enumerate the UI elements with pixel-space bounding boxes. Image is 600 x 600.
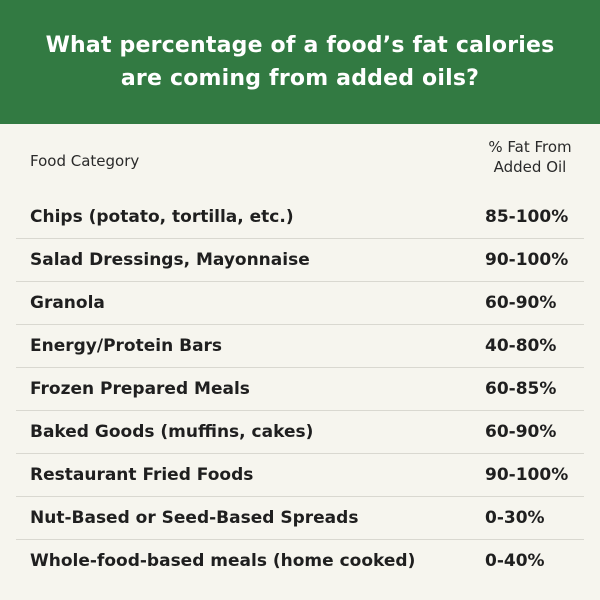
food-category-cell: Nut-Based or Seed-Based Spreads bbox=[30, 508, 359, 528]
food-category-cell: Chips (potato, tortilla, etc.) bbox=[30, 207, 294, 227]
fat-percentage-cell: 90-100% bbox=[485, 465, 569, 485]
table-row: Granola 60-90% bbox=[16, 282, 584, 325]
fat-percentage-cell: 60-90% bbox=[485, 293, 557, 313]
column-header-pct: % Fat From Added Oil bbox=[488, 138, 572, 176]
table-row: Baked Goods (muffins, cakes) 60-90% bbox=[16, 411, 584, 454]
table-body: Chips (potato, tortilla, etc.) 85-100% S… bbox=[16, 196, 584, 583]
food-category-cell: Frozen Prepared Meals bbox=[30, 379, 250, 399]
fat-percentage-cell: 90-100% bbox=[485, 250, 569, 270]
food-category-cell: Baked Goods (muffins, cakes) bbox=[30, 422, 314, 442]
fat-percentage-cell: 0-40% bbox=[485, 551, 545, 571]
table-row: Whole-food-based meals (home cooked) 0-4… bbox=[16, 540, 584, 583]
header-banner: What percentage of a food’s fat calories… bbox=[0, 0, 600, 124]
table-row: Restaurant Fried Foods 90-100% bbox=[16, 454, 584, 497]
fat-percentage-cell: 85-100% bbox=[485, 207, 569, 227]
fat-percentage-cell: 60-85% bbox=[485, 379, 557, 399]
food-category-cell: Salad Dressings, Mayonnaise bbox=[30, 250, 310, 270]
table-row: Chips (potato, tortilla, etc.) 85-100% bbox=[16, 196, 584, 239]
table-row: Frozen Prepared Meals 60-85% bbox=[16, 368, 584, 411]
food-category-cell: Restaurant Fried Foods bbox=[30, 465, 254, 485]
column-header-food: Food Category bbox=[30, 152, 140, 170]
food-category-cell: Granola bbox=[30, 293, 105, 313]
table-row: Salad Dressings, Mayonnaise 90-100% bbox=[16, 239, 584, 282]
fat-percentage-cell: 0-30% bbox=[485, 508, 545, 528]
page-title: What percentage of a food’s fat calories… bbox=[45, 33, 555, 91]
table-header: Food Category % Fat From Added Oil bbox=[0, 124, 600, 196]
food-category-cell: Energy/Protein Bars bbox=[30, 336, 223, 356]
food-category-cell: Whole-food-based meals (home cooked) bbox=[30, 551, 416, 571]
table-row: Energy/Protein Bars 40-80% bbox=[16, 325, 584, 368]
table-row: Nut-Based or Seed-Based Spreads 0-30% bbox=[16, 497, 584, 540]
fat-percentage-cell: 60-90% bbox=[485, 422, 557, 442]
fat-percentage-cell: 40-80% bbox=[485, 336, 557, 356]
